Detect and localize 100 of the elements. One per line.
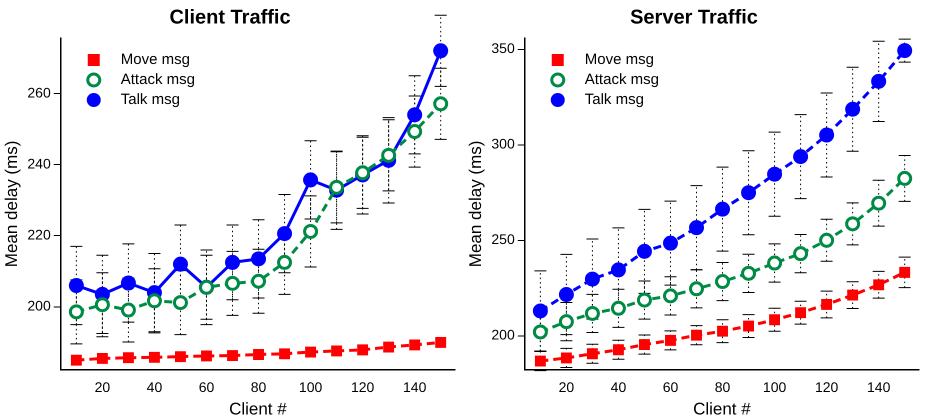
point [94, 297, 110, 312]
point [558, 287, 574, 302]
x-tick-label: 80 [250, 379, 267, 396]
x-tick-label: 120 [814, 379, 839, 396]
point [120, 276, 136, 291]
point [251, 251, 266, 266]
point [584, 306, 600, 321]
x-tick-label: 140 [866, 379, 891, 396]
point [96, 352, 108, 364]
y-tick-label: 220 [27, 226, 51, 243]
point [610, 262, 626, 278]
y-tick-label: 260 [27, 84, 51, 100]
point [871, 74, 886, 89]
point [120, 302, 136, 318]
point [532, 303, 548, 318]
point [715, 202, 730, 217]
point [68, 278, 84, 294]
y-tick-label: 250 [491, 231, 515, 248]
point [532, 324, 548, 340]
point [407, 107, 422, 122]
legend-label: Move msg [584, 51, 654, 68]
point [305, 346, 316, 358]
x-tick-label: 40 [146, 379, 162, 396]
point [227, 350, 238, 362]
y-tick-label: 240 [27, 155, 51, 172]
point [769, 314, 780, 326]
point [741, 266, 756, 281]
point [277, 226, 292, 242]
y-axis-title: Mean delay (ms) [2, 140, 21, 268]
point [251, 274, 266, 289]
point [610, 300, 626, 316]
point [795, 307, 806, 318]
x-tick-label: 100 [298, 379, 322, 396]
point [68, 304, 84, 320]
y-tick-label: 350 [491, 40, 515, 56]
x-tick-label: 20 [94, 379, 110, 396]
point [897, 43, 912, 58]
point [303, 172, 318, 188]
point [146, 293, 162, 308]
point [793, 149, 808, 164]
point [433, 96, 448, 112]
point [873, 279, 884, 290]
point [225, 276, 240, 291]
point [433, 43, 448, 58]
x-tick-label: 60 [662, 379, 678, 396]
y-axis-title: Mean delay (ms) [466, 140, 485, 268]
point [277, 254, 292, 270]
point [662, 288, 678, 304]
legend-label: Talk msg [584, 91, 644, 108]
point [383, 342, 394, 352]
point [201, 350, 212, 362]
x-axis-title: Client # [229, 399, 288, 418]
point [741, 185, 756, 200]
point [636, 244, 652, 259]
point [303, 224, 318, 239]
point [70, 354, 82, 366]
point [381, 148, 396, 163]
point [279, 348, 290, 360]
point [689, 220, 704, 236]
point [329, 180, 344, 195]
point [435, 336, 446, 348]
x-tick-label: 40 [610, 379, 626, 396]
point [899, 266, 910, 278]
x-tick-label: 20 [558, 379, 574, 396]
point [636, 292, 652, 308]
x-tick-label: 80 [714, 379, 731, 396]
point [717, 326, 728, 337]
point [847, 290, 858, 301]
point [767, 256, 782, 271]
point [357, 344, 368, 356]
point [793, 246, 808, 262]
x-tick-label: 100 [762, 379, 786, 396]
chart-title: Server Traffic [630, 6, 758, 29]
point [148, 352, 160, 363]
point [819, 232, 834, 248]
point [331, 346, 342, 356]
x-tick-label: 120 [350, 379, 375, 396]
point [409, 339, 420, 350]
x-tick-label: 140 [402, 379, 427, 396]
point [767, 166, 782, 182]
point [584, 272, 600, 287]
y-tick-label: 300 [491, 136, 515, 152]
point [225, 254, 240, 270]
y-tick-label: 200 [27, 298, 51, 314]
x-axis-title: Client # [693, 399, 752, 418]
point [743, 320, 754, 332]
point [689, 281, 704, 296]
legend-label: Attack msg [584, 71, 659, 88]
point [662, 236, 678, 251]
point [253, 349, 264, 360]
legend-label: Attack msg [120, 71, 195, 88]
point [845, 216, 860, 232]
point [172, 295, 188, 310]
chart-title: Client Traffic [169, 6, 291, 29]
point [172, 256, 188, 272]
point [821, 299, 832, 310]
point [407, 124, 422, 140]
legend-label: Move msg [120, 51, 190, 68]
point [122, 352, 134, 364]
point [871, 196, 886, 211]
